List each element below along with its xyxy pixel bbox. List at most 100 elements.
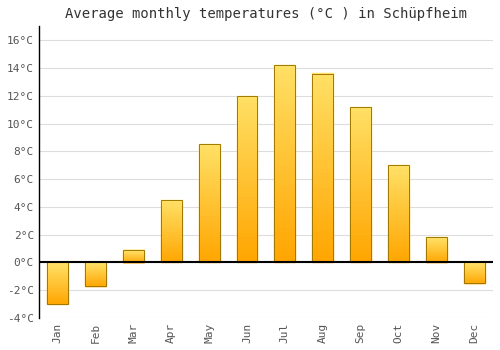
- Bar: [48, 272, 68, 273]
- Bar: [161, 205, 182, 206]
- Bar: [350, 135, 371, 138]
- Bar: [388, 165, 409, 167]
- Bar: [464, 272, 484, 273]
- Bar: [274, 112, 295, 117]
- Bar: [312, 194, 333, 198]
- Bar: [274, 77, 295, 81]
- Bar: [161, 200, 182, 262]
- Bar: [350, 175, 371, 178]
- Bar: [274, 176, 295, 180]
- Bar: [388, 254, 409, 257]
- Bar: [274, 207, 295, 211]
- Bar: [198, 213, 220, 215]
- Bar: [161, 211, 182, 212]
- Bar: [236, 96, 258, 99]
- Bar: [350, 259, 371, 262]
- Bar: [312, 187, 333, 191]
- Bar: [350, 231, 371, 235]
- Bar: [85, 277, 106, 278]
- Bar: [48, 279, 68, 280]
- Bar: [198, 260, 220, 262]
- Bar: [236, 126, 258, 129]
- Bar: [48, 274, 68, 275]
- Bar: [350, 132, 371, 135]
- Bar: [426, 240, 446, 241]
- Bar: [388, 193, 409, 194]
- Bar: [312, 179, 333, 183]
- Bar: [312, 213, 333, 217]
- Bar: [350, 160, 371, 163]
- Bar: [198, 241, 220, 244]
- Bar: [426, 239, 446, 240]
- Bar: [350, 166, 371, 169]
- Bar: [350, 126, 371, 128]
- Bar: [464, 269, 484, 270]
- Bar: [274, 183, 295, 188]
- Bar: [388, 218, 409, 219]
- Bar: [274, 120, 295, 124]
- Bar: [388, 210, 409, 212]
- Bar: [388, 194, 409, 196]
- Bar: [236, 212, 258, 216]
- Bar: [312, 115, 333, 119]
- Bar: [198, 189, 220, 191]
- Bar: [48, 262, 68, 263]
- Bar: [48, 299, 68, 300]
- Bar: [274, 254, 295, 258]
- Bar: [388, 245, 409, 247]
- Bar: [161, 232, 182, 234]
- Bar: [85, 273, 106, 274]
- Bar: [236, 229, 258, 232]
- Bar: [274, 199, 295, 203]
- Bar: [274, 136, 295, 140]
- Bar: [85, 272, 106, 273]
- Bar: [274, 89, 295, 93]
- Bar: [388, 175, 409, 177]
- Bar: [312, 92, 333, 96]
- Bar: [85, 264, 106, 265]
- Bar: [274, 93, 295, 97]
- Bar: [274, 247, 295, 251]
- Bar: [198, 251, 220, 253]
- Bar: [48, 280, 68, 281]
- Bar: [198, 253, 220, 255]
- Bar: [312, 74, 333, 262]
- Bar: [388, 225, 409, 228]
- Bar: [161, 216, 182, 217]
- Bar: [388, 190, 409, 192]
- Bar: [464, 271, 484, 272]
- Bar: [274, 156, 295, 160]
- Bar: [236, 256, 258, 259]
- Bar: [236, 196, 258, 199]
- Bar: [48, 265, 68, 266]
- Bar: [198, 156, 220, 159]
- Bar: [161, 250, 182, 251]
- Bar: [198, 154, 220, 156]
- Bar: [464, 279, 484, 280]
- Bar: [350, 182, 371, 184]
- Bar: [274, 97, 295, 101]
- Bar: [85, 271, 106, 272]
- Bar: [274, 215, 295, 219]
- Bar: [274, 203, 295, 207]
- Bar: [350, 119, 371, 122]
- Bar: [426, 237, 446, 262]
- Bar: [350, 247, 371, 250]
- Bar: [161, 210, 182, 211]
- Bar: [274, 117, 295, 120]
- Bar: [48, 282, 68, 283]
- Bar: [312, 126, 333, 130]
- Bar: [236, 159, 258, 162]
- Bar: [426, 246, 446, 247]
- Bar: [426, 243, 446, 244]
- Bar: [426, 248, 446, 249]
- Bar: [274, 180, 295, 183]
- Bar: [48, 302, 68, 303]
- Bar: [350, 225, 371, 228]
- Bar: [312, 202, 333, 206]
- Bar: [161, 217, 182, 219]
- Bar: [350, 256, 371, 259]
- Bar: [48, 301, 68, 302]
- Bar: [388, 179, 409, 181]
- Bar: [198, 248, 220, 251]
